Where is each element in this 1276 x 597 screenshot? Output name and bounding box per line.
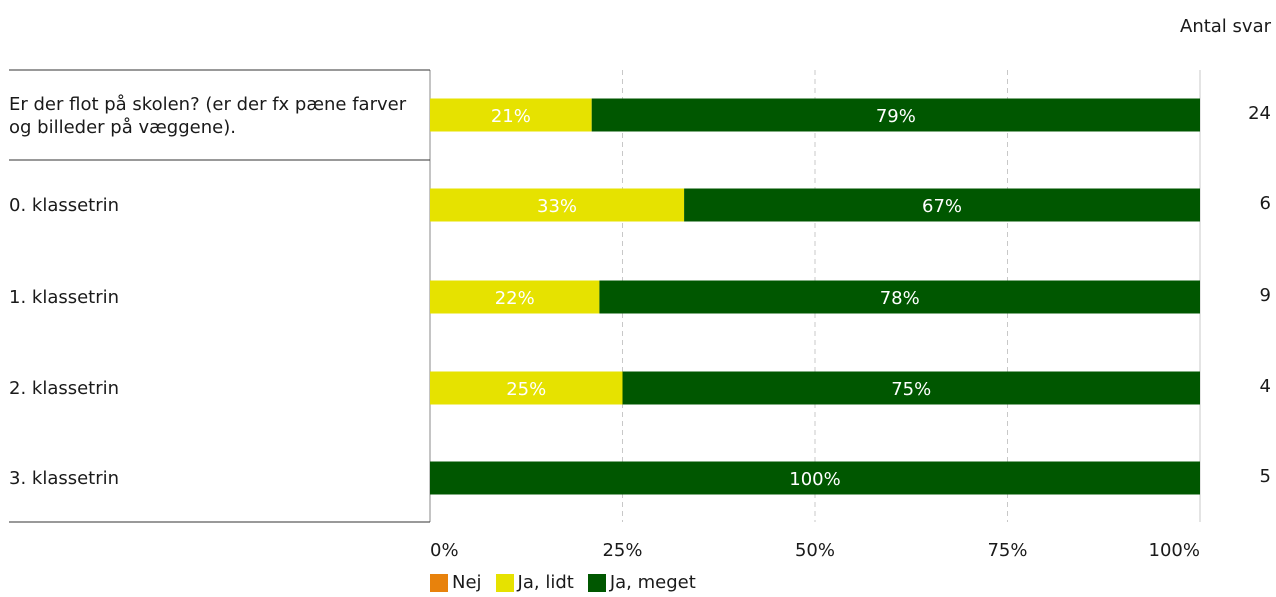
response-count: 5 (1259, 466, 1271, 487)
legend-swatch (587, 573, 606, 592)
legend-item: Ja, lidt (495, 572, 574, 593)
response-count: 9 (1259, 285, 1271, 306)
bar-segment (430, 98, 592, 132)
category-label: 1. klassetrin (9, 287, 120, 308)
legend-swatch (495, 573, 514, 592)
response-count: 24 (1248, 103, 1271, 124)
legend-label: Ja, lidt (517, 572, 574, 593)
response-count: 4 (1259, 376, 1271, 397)
legend: Nej Ja, lidt Ja, meget (430, 572, 710, 593)
legend-label: Nej (452, 572, 482, 593)
count-header: Antal svar (1180, 16, 1271, 37)
x-tick-label: 25% (602, 540, 642, 561)
legend-swatch (430, 573, 448, 592)
legend-item: Nej (430, 572, 482, 593)
bar-segment (591, 98, 1200, 132)
data-label: 21% (491, 106, 531, 127)
data-label: 100% (789, 469, 840, 490)
bar-segment (430, 188, 685, 222)
data-label: 22% (495, 288, 535, 309)
bar-segment (599, 280, 1200, 314)
bar-segment (430, 280, 600, 314)
legend-label: Ja, meget (609, 572, 696, 593)
data-label: 33% (537, 196, 577, 217)
data-label: 79% (876, 106, 916, 127)
category-label: 2. klassetrin (9, 378, 120, 399)
legend-item: Ja, meget (587, 572, 696, 593)
category-label: Er der flot på skolen? (er der fx pæne f… (9, 94, 407, 138)
category-label: 3. klassetrin (9, 468, 120, 489)
data-label: 75% (891, 379, 931, 400)
bar-segment (430, 371, 623, 405)
x-tick-label: 0% (430, 540, 459, 561)
data-label: 67% (922, 196, 962, 217)
x-tick-label: 100% (1149, 540, 1200, 561)
response-count: 6 (1259, 193, 1271, 214)
data-label: 25% (506, 379, 546, 400)
bar-segment (622, 371, 1200, 405)
x-tick-label: 75% (987, 540, 1027, 561)
category-label: 0. klassetrin (9, 195, 120, 216)
bar-segment (430, 461, 1200, 495)
bar-segment (684, 188, 1200, 222)
x-tick-label: 50% (795, 540, 835, 561)
data-label: 78% (880, 288, 920, 309)
